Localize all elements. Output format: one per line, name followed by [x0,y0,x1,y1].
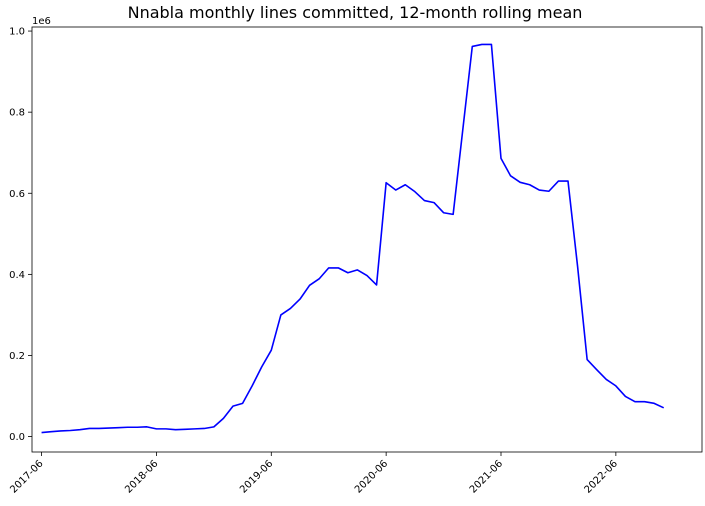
y-axis-offset-label: 1e6 [32,16,51,27]
y-tick-label: 0.6 [9,189,25,200]
series-line [41,43,665,434]
y-tick-label: 0.0 [9,432,25,443]
axes-frame [31,26,703,453]
x-tick-label: 2021-06 [468,458,505,495]
x-tick-label: 2019-06 [238,458,275,495]
x-tick-label: 2020-06 [353,458,390,495]
plot-area: 0.0 0.2 0.4 0.6 0.8 1.0 2017-06 2018-06 2019-06 2… [8,26,703,496]
x-tick-label: 2018-06 [123,458,160,495]
x-tick-label: 2022-06 [583,458,620,495]
y-tick-label: 0.8 [9,108,25,119]
x-tick-label: 2017-06 [8,458,45,495]
y-tick-label: 0.2 [9,351,25,362]
y-tick-label: 1.0 [9,27,25,38]
y-tick-label: 0.4 [9,270,25,281]
chart-title: Nnabla monthly lines committed, 12-month… [128,3,583,22]
